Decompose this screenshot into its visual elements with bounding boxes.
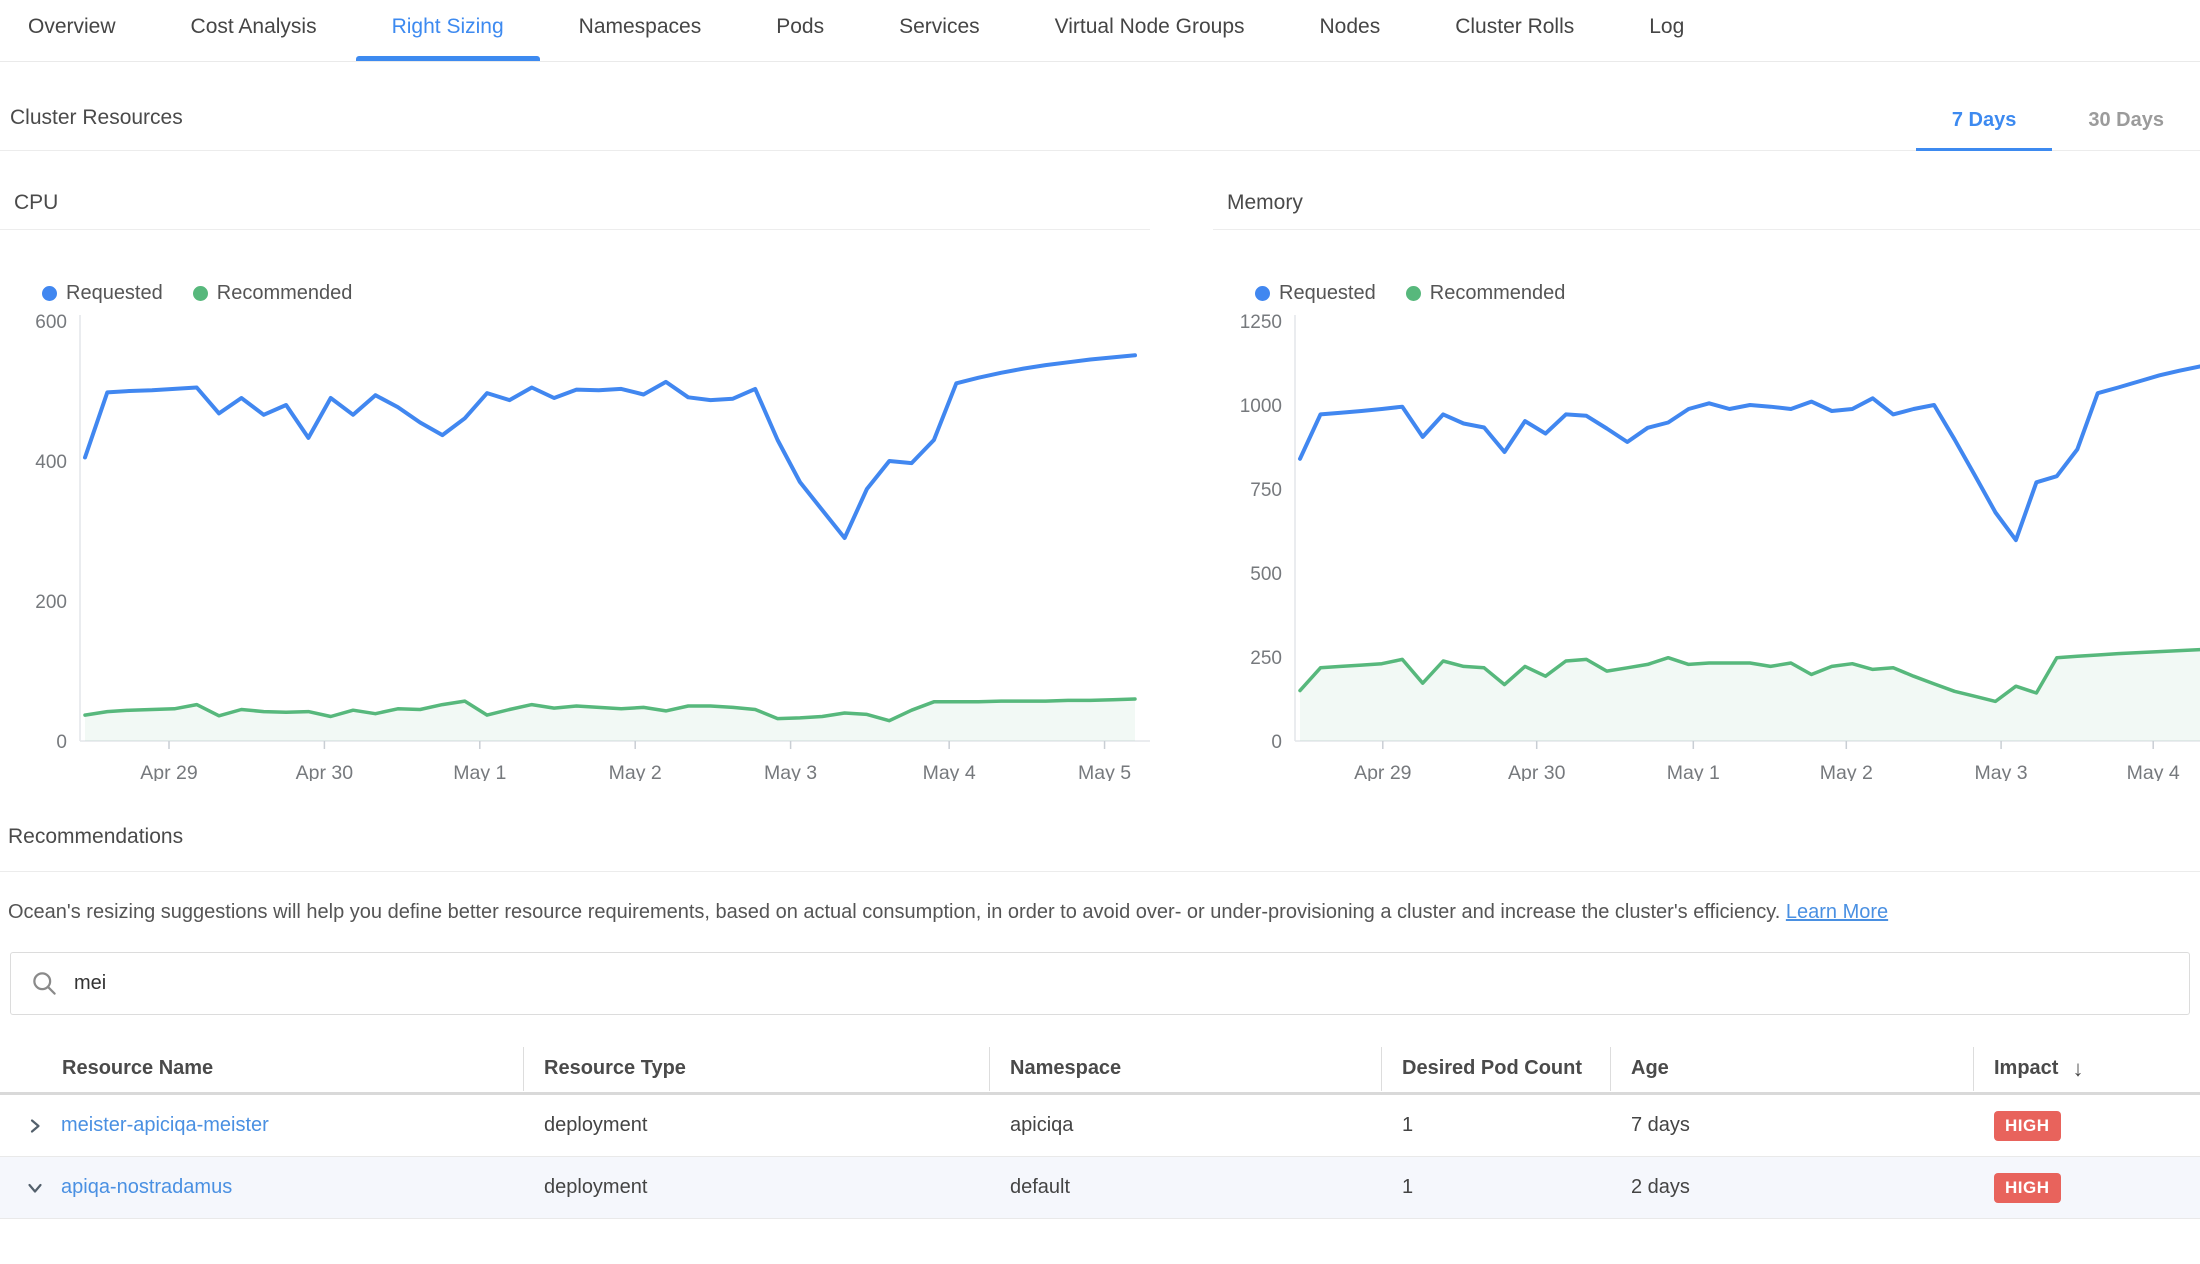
svg-text:600: 600 (35, 312, 67, 333)
tab-cost-analysis[interactable]: Cost Analysis (191, 15, 317, 61)
expand-row-button[interactable] (24, 1115, 46, 1137)
resource-search-box[interactable] (10, 952, 2190, 1015)
namespace-cell: default (989, 1176, 1381, 1199)
column-header-namespace[interactable]: Namespace (989, 1047, 1381, 1091)
cpu-line-chart: 0 200 400 600 Apr 29 Apr 30 May 1 May 2 May 3 May… (0, 311, 1150, 781)
svg-text:May 3: May 3 (1975, 762, 2028, 781)
charts-row: CPU Requested Recommended 0 200 400 600 Apr … (0, 191, 2200, 781)
svg-text:400: 400 (35, 452, 67, 473)
memory-line-chart: 0 250 500 750 1000 1250 Apr 29 Apr 30 May 1 May 2… (1213, 311, 2200, 781)
svg-text:Apr 29: Apr 29 (140, 762, 197, 781)
table-header-row: Resource Name Resource Type Namespace De… (0, 1045, 2200, 1095)
section-title-cluster-resources: Cluster Resources (10, 106, 183, 150)
tab-services[interactable]: Services (899, 15, 980, 61)
svg-text:1000: 1000 (1240, 396, 1282, 417)
main-tab-bar: Overview Cost Analysis Right Sizing Name… (0, 0, 2200, 62)
recommendations-table: Resource Name Resource Type Namespace De… (0, 1045, 2200, 1219)
svg-text:May 2: May 2 (1820, 762, 1873, 781)
resource-name-link[interactable]: apiqa-nostradamus (61, 1176, 232, 1199)
age-cell: 2 days (1610, 1176, 1973, 1199)
tab-nodes[interactable]: Nodes (1320, 15, 1381, 61)
svg-text:May 1: May 1 (1667, 762, 1720, 781)
search-icon (31, 970, 58, 997)
desired-pod-count-cell: 1 (1381, 1176, 1610, 1199)
table-row[interactable]: apiqa-nostradamus deployment default 1 2… (0, 1157, 2200, 1219)
cluster-resources-bar: Cluster Resources 7 Days 30 Days (0, 62, 2200, 151)
sort-descending-icon[interactable]: ↓ (2072, 1056, 2083, 1082)
impact-badge: HIGH (1994, 1111, 2061, 1141)
svg-text:0: 0 (1271, 732, 1282, 753)
svg-text:500: 500 (1250, 564, 1282, 585)
tab-cluster-rolls[interactable]: Cluster Rolls (1455, 15, 1574, 61)
svg-text:May 4: May 4 (923, 762, 976, 781)
svg-text:Apr 30: Apr 30 (1508, 762, 1566, 781)
desired-pod-count-cell: 1 (1381, 1114, 1610, 1137)
search-input[interactable] (74, 972, 2169, 995)
namespace-cell: apiciqa (989, 1114, 1381, 1137)
legend-item-requested: Requested (1255, 282, 1376, 305)
requested-series-dot (1255, 286, 1270, 301)
svg-text:Apr 30: Apr 30 (296, 762, 354, 781)
svg-text:200: 200 (35, 592, 67, 613)
tab-right-sizing[interactable]: Right Sizing (392, 15, 504, 61)
svg-text:1250: 1250 (1240, 312, 1282, 333)
range-tab-7-days[interactable]: 7 Days (1916, 109, 2053, 150)
requested-series-dot (42, 286, 57, 301)
cpu-chart-panel: CPU Requested Recommended 0 200 400 600 Apr … (0, 191, 1150, 781)
cpu-chart-legend: Requested Recommended (42, 282, 1150, 305)
chevron-down-icon (26, 1179, 44, 1197)
resource-type-cell: deployment (523, 1176, 989, 1199)
collapse-row-button[interactable] (24, 1177, 46, 1199)
age-cell: 7 days (1610, 1114, 1973, 1137)
legend-item-recommended: Recommended (193, 282, 353, 305)
recommendations-section: Recommendations Ocean's resizing suggest… (0, 825, 2200, 926)
cpu-chart-title: CPU (0, 191, 1150, 230)
impact-badge: HIGH (1994, 1173, 2061, 1203)
svg-text:May 2: May 2 (609, 762, 662, 781)
tab-virtual-node-groups[interactable]: Virtual Node Groups (1055, 15, 1245, 61)
tab-log[interactable]: Log (1649, 15, 1684, 61)
memory-chart-legend: Requested Recommended (1255, 282, 2200, 305)
svg-text:0: 0 (56, 732, 67, 753)
tab-pods[interactable]: Pods (776, 15, 824, 61)
svg-text:May 3: May 3 (764, 762, 817, 781)
svg-text:May 5: May 5 (1078, 762, 1131, 781)
legend-item-requested: Requested (42, 282, 163, 305)
resource-type-cell: deployment (523, 1114, 989, 1137)
svg-text:250: 250 (1250, 648, 1282, 669)
recommended-series-dot (193, 286, 208, 301)
svg-text:750: 750 (1250, 480, 1282, 501)
time-range-tabs: 7 Days 30 Days (1916, 109, 2200, 150)
chevron-right-icon (26, 1117, 44, 1135)
tab-namespaces[interactable]: Namespaces (579, 15, 702, 61)
memory-chart-title: Memory (1213, 191, 2200, 230)
svg-text:Apr 29: Apr 29 (1354, 762, 1411, 781)
column-header-resource-type[interactable]: Resource Type (523, 1047, 989, 1091)
section-title-recommendations: Recommendations (0, 825, 2200, 872)
memory-chart-panel: Memory Requested Recommended 0 250 500 750 1… (1213, 191, 2200, 781)
range-tab-30-days[interactable]: 30 Days (2052, 109, 2200, 150)
column-header-resource-name[interactable]: Resource Name (0, 1047, 523, 1091)
svg-text:May 4: May 4 (2127, 762, 2180, 781)
recommended-series-dot (1406, 286, 1421, 301)
column-header-impact[interactable]: Impact ↓ (1973, 1047, 2200, 1091)
table-row[interactable]: meister-apiciqa-meister deployment apici… (0, 1095, 2200, 1157)
column-header-age[interactable]: Age (1610, 1047, 1973, 1091)
learn-more-link[interactable]: Learn More (1786, 901, 1888, 923)
legend-item-recommended: Recommended (1406, 282, 1566, 305)
svg-text:May 1: May 1 (453, 762, 506, 781)
resource-name-link[interactable]: meister-apiciqa-meister (61, 1114, 269, 1137)
tab-overview[interactable]: Overview (28, 15, 116, 61)
column-header-desired-pod-count[interactable]: Desired Pod Count (1381, 1047, 1610, 1091)
recommendations-description: Ocean's resizing suggestions will help y… (0, 872, 2200, 926)
